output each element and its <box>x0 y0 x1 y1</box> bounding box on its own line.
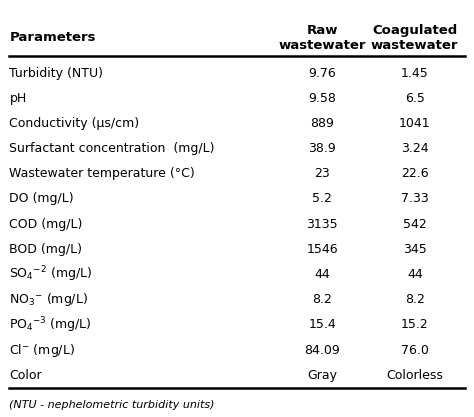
Text: 44: 44 <box>407 268 423 281</box>
Text: COD (mg/L): COD (mg/L) <box>9 218 83 231</box>
Text: 1546: 1546 <box>307 243 338 256</box>
Text: Turbidity (NTU): Turbidity (NTU) <box>9 67 103 80</box>
Text: 84.09: 84.09 <box>304 344 340 357</box>
Text: 44: 44 <box>314 268 330 281</box>
Text: 8.2: 8.2 <box>405 293 425 306</box>
Text: Conductivity (μs/cm): Conductivity (μs/cm) <box>9 117 140 130</box>
Text: 1041: 1041 <box>399 117 430 130</box>
Text: 1.45: 1.45 <box>401 67 428 80</box>
Text: 15.2: 15.2 <box>401 318 428 332</box>
Text: Parameters: Parameters <box>9 31 96 44</box>
Text: 7.33: 7.33 <box>401 193 428 206</box>
Text: DO (mg/L): DO (mg/L) <box>9 193 74 206</box>
Text: 9.58: 9.58 <box>309 92 336 105</box>
Text: SO$_4$$^{-2}$ (mg/L): SO$_4$$^{-2}$ (mg/L) <box>9 265 92 284</box>
Text: PO$_4$$^{-3}$ (mg/L): PO$_4$$^{-3}$ (mg/L) <box>9 315 92 335</box>
Text: 6.5: 6.5 <box>405 92 425 105</box>
Text: 3135: 3135 <box>307 218 338 231</box>
Text: 9.76: 9.76 <box>309 67 336 80</box>
Text: 22.6: 22.6 <box>401 167 428 180</box>
Text: 8.2: 8.2 <box>312 293 332 306</box>
Text: Coagulated
wastewater: Coagulated wastewater <box>371 23 458 52</box>
Text: Raw
wastewater: Raw wastewater <box>279 23 366 52</box>
Text: (NTU - nephelometric turbidity units): (NTU - nephelometric turbidity units) <box>9 400 215 410</box>
Text: Wastewater temperature (°C): Wastewater temperature (°C) <box>9 167 195 180</box>
Text: 3.24: 3.24 <box>401 142 428 155</box>
Text: 15.4: 15.4 <box>309 318 336 332</box>
Text: BOD (mg/L): BOD (mg/L) <box>9 243 82 256</box>
Text: 889: 889 <box>310 117 334 130</box>
Text: Gray: Gray <box>307 369 337 382</box>
Text: 76.0: 76.0 <box>401 344 428 357</box>
Text: 345: 345 <box>403 243 427 256</box>
Text: Cl$^{-}$ (mg/L): Cl$^{-}$ (mg/L) <box>9 342 75 359</box>
Text: 542: 542 <box>403 218 427 231</box>
Text: Colorless: Colorless <box>386 369 443 382</box>
Text: 38.9: 38.9 <box>309 142 336 155</box>
Text: NO$_3$$^{-}$ (mg/L): NO$_3$$^{-}$ (mg/L) <box>9 291 89 308</box>
Text: 5.2: 5.2 <box>312 193 332 206</box>
Text: pH: pH <box>9 92 27 105</box>
Text: 23: 23 <box>314 167 330 180</box>
Text: Color: Color <box>9 369 42 382</box>
Text: Surfactant concentration  (mg/L): Surfactant concentration (mg/L) <box>9 142 215 155</box>
